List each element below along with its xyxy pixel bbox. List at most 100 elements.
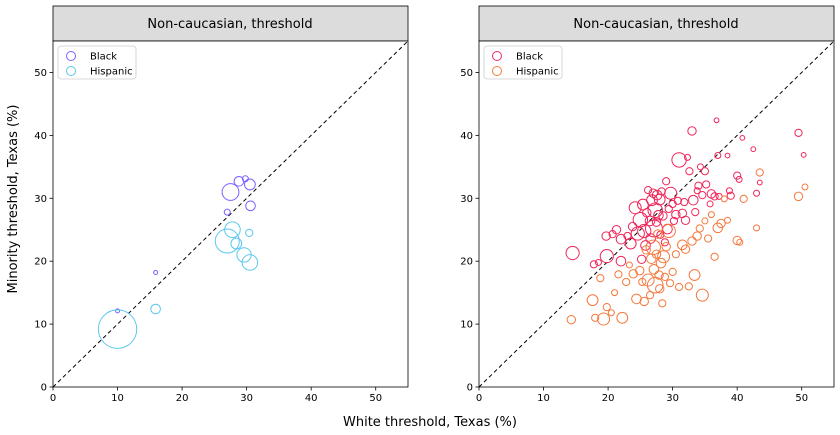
point-hispanic — [245, 228, 254, 237]
point-black — [714, 151, 722, 159]
point-hispanic — [687, 236, 697, 246]
point-hispanic — [684, 282, 693, 291]
panel-1-identity-line — [52, 40, 409, 388]
point-black — [713, 117, 720, 124]
point-black — [594, 258, 602, 266]
point-hispanic — [607, 309, 615, 317]
point-black — [753, 189, 761, 197]
panel-2-legend-box — [483, 45, 563, 80]
x-tick-label: 10 — [111, 393, 124, 404]
point-black — [726, 191, 735, 200]
panel-1-points — [97, 175, 259, 349]
point-hispanic — [241, 254, 259, 271]
point-hispanic — [793, 191, 804, 202]
point-black — [640, 240, 651, 251]
point-hispanic — [635, 265, 645, 276]
panel-2-x-axis: 0 10 20 30 40 50 — [476, 387, 808, 404]
point-black — [694, 181, 703, 190]
point-hispanic — [660, 272, 669, 282]
panel-2-legend-marker-hispanic — [492, 66, 502, 76]
point-hispanic — [701, 217, 709, 225]
panel-1-title: Non-caucasian, threshold — [147, 17, 312, 32]
point-hispanic — [688, 269, 701, 281]
point-hispanic — [661, 223, 676, 239]
x-tick-label: 50 — [795, 393, 808, 404]
point-hispanic — [655, 284, 665, 294]
panel-1-legend-box — [57, 45, 137, 80]
point-black — [691, 208, 700, 217]
panel-1-y-axis: 0 10 20 30 40 50 — [34, 68, 53, 394]
y-tick-label: 20 — [34, 257, 47, 268]
point-black — [589, 260, 598, 269]
panel-2-title-strip — [478, 5, 835, 42]
panel-1-legend-marker-hispanic — [66, 66, 76, 76]
point-black — [750, 146, 757, 153]
panel-1-legend: Black Hispanic — [57, 45, 137, 80]
x-tick-label: 0 — [476, 393, 482, 404]
point-black — [644, 215, 656, 227]
point-black — [636, 254, 647, 264]
y-tick-label: 40 — [460, 131, 473, 142]
point-hispanic — [97, 309, 138, 349]
point-black — [733, 171, 742, 180]
panel-2: Non-caucasian, threshold 0 10 20 30 40 50 0 10… — [460, 5, 835, 404]
y-tick-label: 10 — [34, 320, 47, 331]
point-hispanic — [801, 183, 809, 191]
point-hispanic — [648, 264, 660, 275]
point-hispanic — [736, 238, 744, 246]
panel-2-title: Non-caucasian, threshold — [573, 17, 738, 32]
point-black — [243, 178, 256, 191]
point-hispanic — [716, 218, 726, 229]
point-hispanic — [622, 277, 631, 287]
point-black — [153, 270, 159, 276]
point-black — [696, 163, 704, 171]
point-black — [756, 179, 763, 186]
point-black — [662, 177, 671, 186]
point-black — [664, 204, 673, 214]
point-hispanic — [591, 313, 600, 322]
point-hispanic — [602, 303, 611, 312]
point-hispanic — [639, 296, 649, 307]
point-hispanic — [674, 282, 684, 292]
point-black — [658, 211, 668, 221]
panel-2-identity-line — [478, 40, 835, 388]
y-axis-label: Minority threshold, Texas (%) — [6, 105, 21, 294]
point-black — [601, 231, 611, 241]
panel-1-legend-label-hispanic: Hispanic — [90, 67, 133, 78]
point-black — [615, 255, 627, 267]
panel-2-legend-label-black: Black — [516, 52, 543, 63]
point-black — [653, 209, 664, 221]
point-hispanic — [695, 224, 704, 233]
point-black — [611, 225, 622, 235]
x-tick-label: 40 — [731, 393, 744, 404]
point-hispanic — [755, 168, 764, 177]
point-black — [221, 183, 240, 201]
point-hispanic — [657, 250, 671, 264]
point-hispanic — [671, 250, 680, 259]
panel-2-y-axis: 0 10 20 30 40 50 — [460, 68, 479, 394]
point-hispanic — [739, 194, 748, 204]
panel-1: Non-caucasian, threshold 0 10 20 30 40 50 0 10… — [34, 5, 409, 404]
y-tick-label: 50 — [34, 68, 47, 79]
point-black — [624, 237, 637, 250]
point-black — [673, 196, 682, 205]
point-hispanic — [654, 270, 664, 280]
point-black — [687, 194, 699, 206]
point-black — [651, 217, 662, 227]
point-black — [794, 128, 803, 137]
point-hispanic — [631, 293, 642, 305]
point-hispanic — [710, 252, 719, 261]
x-tick-label: 50 — [369, 393, 382, 404]
point-hispanic — [704, 234, 713, 243]
point-black — [223, 208, 231, 216]
point-black — [660, 238, 669, 247]
point-hispanic — [753, 224, 761, 232]
point-black — [637, 223, 652, 239]
point-black — [669, 216, 679, 226]
y-tick-label: 10 — [460, 320, 473, 331]
point-black — [632, 211, 649, 228]
panel-1-title-strip — [52, 5, 409, 42]
point-hispanic — [230, 237, 243, 250]
y-tick-label: 0 — [41, 383, 47, 394]
panel-2-legend: Black Hispanic — [483, 45, 563, 80]
